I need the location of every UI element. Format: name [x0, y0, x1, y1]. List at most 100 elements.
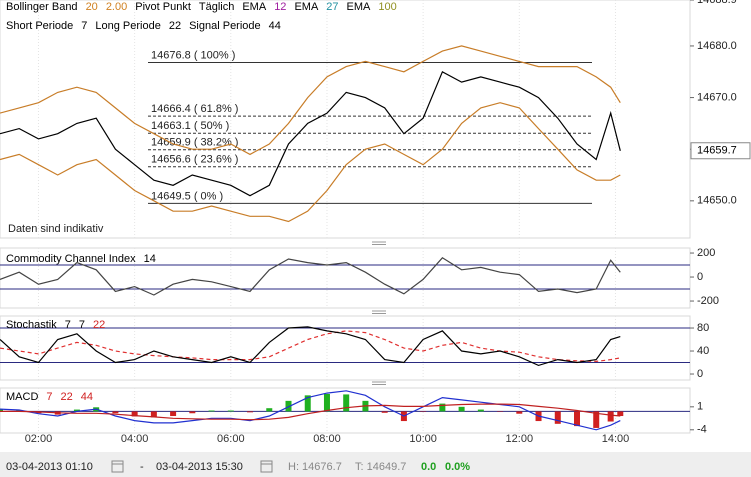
- y-tick-label: 0: [697, 271, 703, 283]
- x-tick-label: 06:00: [217, 433, 245, 445]
- start-date[interactable]: 03-04-2013 01:10: [6, 461, 93, 473]
- level-label: 14676.8 ( 100% ): [151, 49, 235, 61]
- histogram-bar: [304, 395, 311, 412]
- histogram-bar: [112, 411, 119, 414]
- legend-item: Long Periode: [95, 20, 160, 32]
- level-label: 14663.1 ( 50% ): [151, 120, 229, 132]
- histogram-bar: [150, 411, 157, 418]
- y-tick-label: 200: [697, 247, 715, 259]
- y-tick-label: -200: [697, 295, 719, 307]
- legend-item: 14: [144, 253, 156, 265]
- x-tick-label: 02:00: [25, 433, 53, 445]
- histogram-bar: [131, 411, 138, 417]
- legend-item: EMA: [347, 1, 372, 13]
- footer-bar: [0, 452, 751, 477]
- legend-item: Pivot Punkt: [135, 1, 191, 13]
- legend-item: EMA: [242, 1, 267, 13]
- legend-item: 44: [81, 391, 93, 403]
- x-tick-label: 04:00: [121, 433, 149, 445]
- legend-item: 100: [378, 1, 396, 13]
- change-pct: 0.0%: [445, 461, 470, 473]
- histogram-bar: [516, 411, 523, 414]
- legend-item: 2.00: [106, 1, 127, 13]
- last-value-box: [690, 142, 751, 160]
- panel-background: [0, 247, 691, 309]
- histogram-bar: [208, 410, 215, 412]
- legend-item: Täglich: [199, 1, 234, 13]
- histogram-bar: [266, 408, 273, 412]
- x-tick-label: 14:00: [602, 433, 630, 445]
- panel-background: [0, 315, 691, 381]
- legend-item: Short Periode: [6, 20, 73, 32]
- legend-item: MACD: [6, 391, 38, 403]
- legend-item: 22: [61, 391, 73, 403]
- x-tick-label: 10:00: [409, 433, 437, 445]
- series-line: [0, 70, 621, 197]
- level-label: 14649.5 ( 0% ): [151, 190, 223, 202]
- series-line: [0, 330, 621, 363]
- series-line: [0, 326, 621, 367]
- histogram-bar: [617, 411, 624, 417]
- note: Daten sind indikativ: [8, 223, 104, 235]
- histogram-bar: [439, 403, 446, 412]
- x-tick-label: 08:00: [313, 433, 341, 445]
- level-label: 14659.9 ( 38.2% ): [151, 137, 238, 149]
- y-tick-label: 0: [697, 368, 703, 380]
- panel-background: [0, 0, 691, 239]
- y-tick-label: 14688.9: [697, 0, 737, 6]
- legend-item: 7: [65, 319, 71, 331]
- histogram-bar: [477, 409, 484, 412]
- legend-item: Signal Periode: [189, 20, 261, 32]
- series-line: [0, 45, 621, 156]
- legend-item: 27: [326, 1, 338, 13]
- last-value: 14659.7: [697, 145, 737, 157]
- histogram-bar: [0, 409, 3, 412]
- legend-item: EMA: [294, 1, 319, 13]
- y-tick-label: 14670.0: [697, 91, 737, 103]
- legend-item: 44: [269, 20, 281, 32]
- y-tick-label: 14680.0: [697, 40, 737, 52]
- legend-item: Bollinger Band: [6, 1, 78, 13]
- series-line: [0, 257, 621, 296]
- histogram-bar: [189, 411, 196, 414]
- legend-item: 7: [79, 319, 85, 331]
- level-label: 14666.4 ( 61.8% ): [151, 103, 238, 115]
- low: T: 14649.7: [355, 461, 406, 473]
- separators: [372, 241, 386, 385]
- histogram-bar: [593, 411, 600, 428]
- histogram-bar: [247, 411, 254, 413]
- y-tick-label: 80: [697, 322, 709, 334]
- change: 0.0: [421, 461, 436, 473]
- histogram-bar: [554, 411, 561, 424]
- legend-item: 12: [274, 1, 286, 13]
- legend-item: Commodity Channel Index: [6, 253, 136, 265]
- histogram-bar: [381, 411, 388, 413]
- y-tick-label: 40: [697, 345, 709, 357]
- histogram-bar: [227, 410, 234, 412]
- legend-item: 7: [46, 391, 52, 403]
- histogram-bar: [343, 394, 350, 412]
- series-line: [0, 403, 621, 421]
- end-date[interactable]: 03-04-2013 15:30: [156, 461, 243, 473]
- legend-item: 7: [81, 20, 87, 32]
- histogram-bar: [323, 393, 330, 412]
- histogram-bar: [607, 411, 614, 422]
- y-tick-label: -4: [697, 424, 707, 436]
- histogram-bar: [170, 411, 177, 417]
- histogram-bar: [16, 410, 23, 412]
- series-line: [0, 102, 621, 223]
- legend-item: 20: [86, 1, 98, 13]
- histogram-bar: [458, 406, 465, 412]
- histogram-bar: [73, 409, 80, 412]
- histogram-bar: [574, 411, 581, 427]
- x-tick-label: 12:00: [506, 433, 534, 445]
- y-tick-label: 14650.0: [697, 195, 737, 207]
- separator: -: [140, 461, 144, 473]
- legend-item: 22: [169, 20, 181, 32]
- legend-item: Stochastik: [6, 319, 57, 331]
- level-label: 14656.6 ( 23.6% ): [151, 154, 238, 166]
- y-tick-label: 1: [697, 401, 703, 413]
- calendar-icon[interactable]: [111, 460, 273, 473]
- high: H: 14676.7: [288, 461, 342, 473]
